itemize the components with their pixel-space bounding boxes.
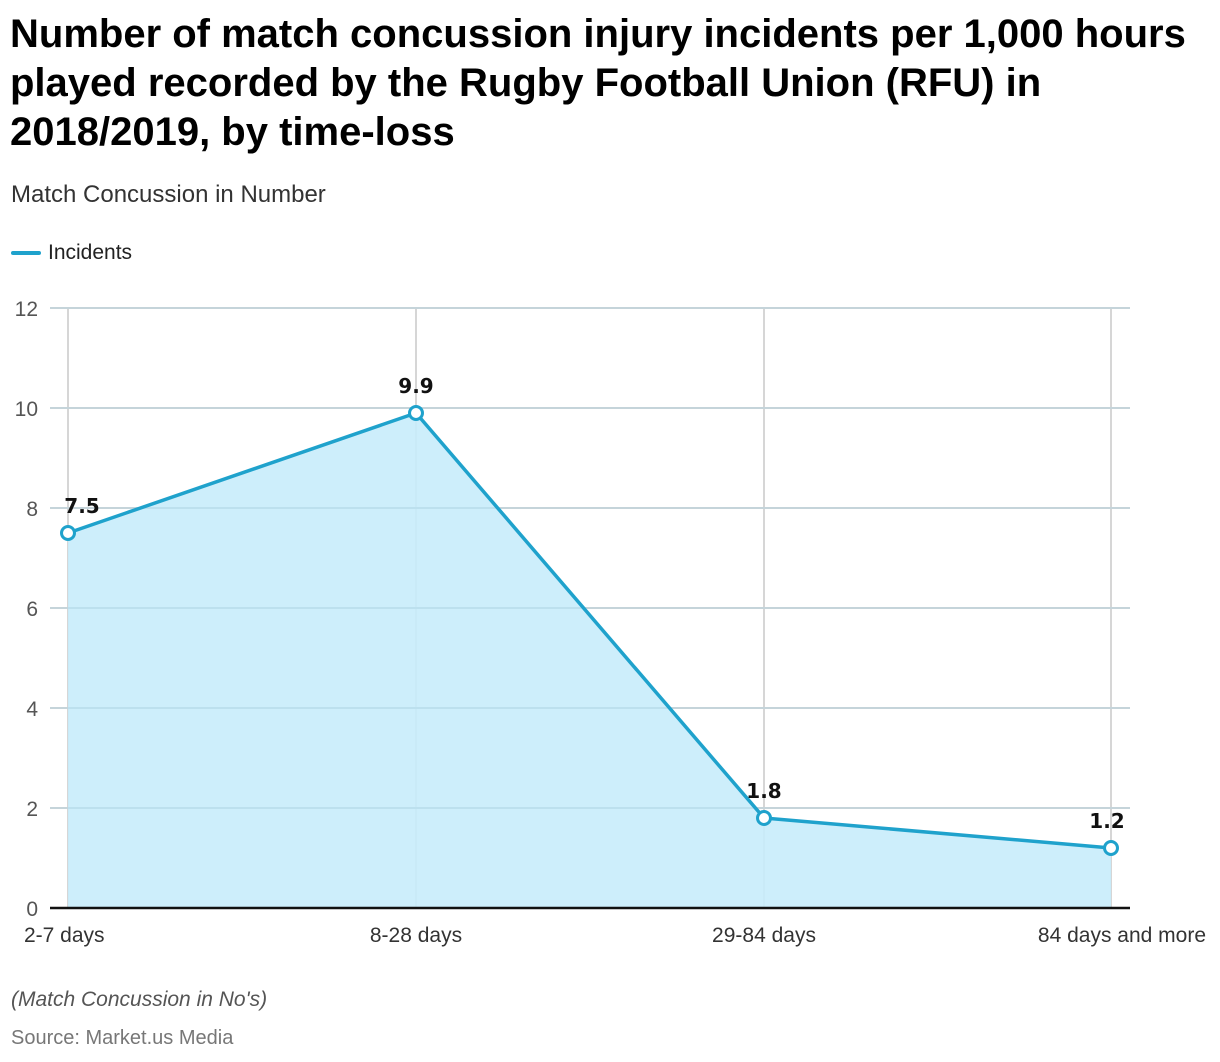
data-point	[756, 810, 772, 826]
y-tick-label: 10	[15, 398, 38, 421]
chart-title: Number of match concussion injury incide…	[10, 12, 1186, 154]
data-labels: 7.5 9.9 1.8 1.2	[64, 374, 1124, 833]
y-tick-label: 8	[26, 498, 38, 521]
y-tick-label: 4	[26, 698, 38, 721]
x-tick-label: 2-7 days	[24, 924, 105, 947]
legend-label-incidents: Incidents	[48, 241, 133, 264]
y-axis-ticks: 0 2 4 6 8 10 12	[15, 298, 39, 921]
y-tick-label: 12	[15, 298, 38, 321]
data-point	[60, 525, 76, 541]
data-point	[1103, 840, 1119, 856]
area-fill-incidents	[68, 413, 1111, 908]
legend-swatch-incidents	[11, 251, 41, 255]
x-axis-ticks: 2-7 days 8-28 days 29-84 days 84 days and m…	[24, 924, 1206, 947]
series-line-incidents	[67, 411, 1112, 850]
chart-subtitle: Match Concussion in Number	[11, 181, 326, 208]
y-tick-label: 2	[26, 798, 38, 821]
data-point	[408, 405, 424, 421]
x-tick-label: 84 days and more	[1038, 924, 1206, 947]
x-tick-label: 29-84 days	[712, 924, 816, 947]
data-label: 9.9	[398, 374, 433, 398]
chart-note: (Match Concussion in No's)	[11, 988, 268, 1011]
chart-source: Source: Market.us Media	[11, 1027, 234, 1049]
y-tick-label: 6	[26, 598, 38, 621]
data-points	[60, 405, 1119, 856]
area-layer	[50, 307, 1130, 910]
data-label: 7.5	[64, 494, 99, 518]
legend: Incidents	[11, 241, 132, 265]
data-label: 1.8	[746, 779, 781, 803]
y-tick-label: 0	[26, 898, 38, 921]
x-tick-label: 8-28 days	[370, 924, 462, 947]
data-label: 1.2	[1089, 809, 1124, 833]
